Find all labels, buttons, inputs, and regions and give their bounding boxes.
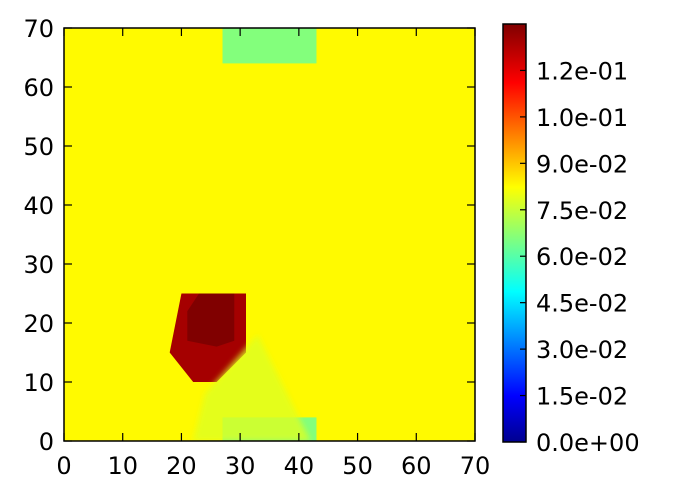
x-tick-label: 70 (460, 452, 491, 480)
heatmap-region-0 (222, 28, 317, 64)
colorbar-tick-label: 6.0e-02 (536, 243, 628, 271)
y-tick-label: 0 (39, 428, 54, 456)
plot-frame (63, 27, 476, 442)
colorbar-axis: 0.0e+00 1.5e-02 3.0e-02 4.5e-02 6.0e-02 7.5e-… (520, 57, 640, 457)
colorbar-tick-label: 0.0e+00 (536, 429, 640, 457)
colorbar-tick-label: 1.2e-01 (536, 57, 628, 85)
colorbar-tick-label: 9.0e-02 (536, 150, 628, 178)
x-tick-label: 40 (284, 452, 315, 480)
colorbar (502, 23, 527, 443)
plot-area (64, 28, 475, 441)
y-tick-label: 60 (23, 74, 54, 102)
x-tick-label: 0 (56, 452, 71, 480)
colorbar-tick-label: 1.0e-01 (536, 104, 628, 132)
y-tick-label: 10 (23, 369, 54, 397)
colorbar-tick-label: 7.5e-02 (536, 197, 628, 225)
x-axis: 0 10 20 30 40 50 60 70 (56, 28, 490, 480)
x-tick-label: 20 (166, 452, 197, 480)
x-tick-label: 60 (401, 452, 432, 480)
x-tick-label: 10 (107, 452, 138, 480)
y-tick-label: 50 (23, 133, 54, 161)
y-tick-label: 70 (23, 15, 54, 43)
colorbar-tick-label: 3.0e-02 (536, 336, 628, 364)
y-tick-label: 30 (23, 251, 54, 279)
x-tick-label: 50 (342, 452, 373, 480)
y-tick-label: 40 (23, 192, 54, 220)
colorbar-tick-label: 4.5e-02 (536, 290, 628, 318)
y-axis: 0 10 20 30 40 50 60 70 (23, 15, 475, 456)
colorbar-tick-label: 1.5e-02 (536, 383, 628, 411)
y-tick-label: 20 (23, 310, 54, 338)
x-tick-label: 30 (225, 452, 256, 480)
heatmap-region-3 (187, 293, 235, 347)
heatmap-region-4 (193, 334, 311, 441)
